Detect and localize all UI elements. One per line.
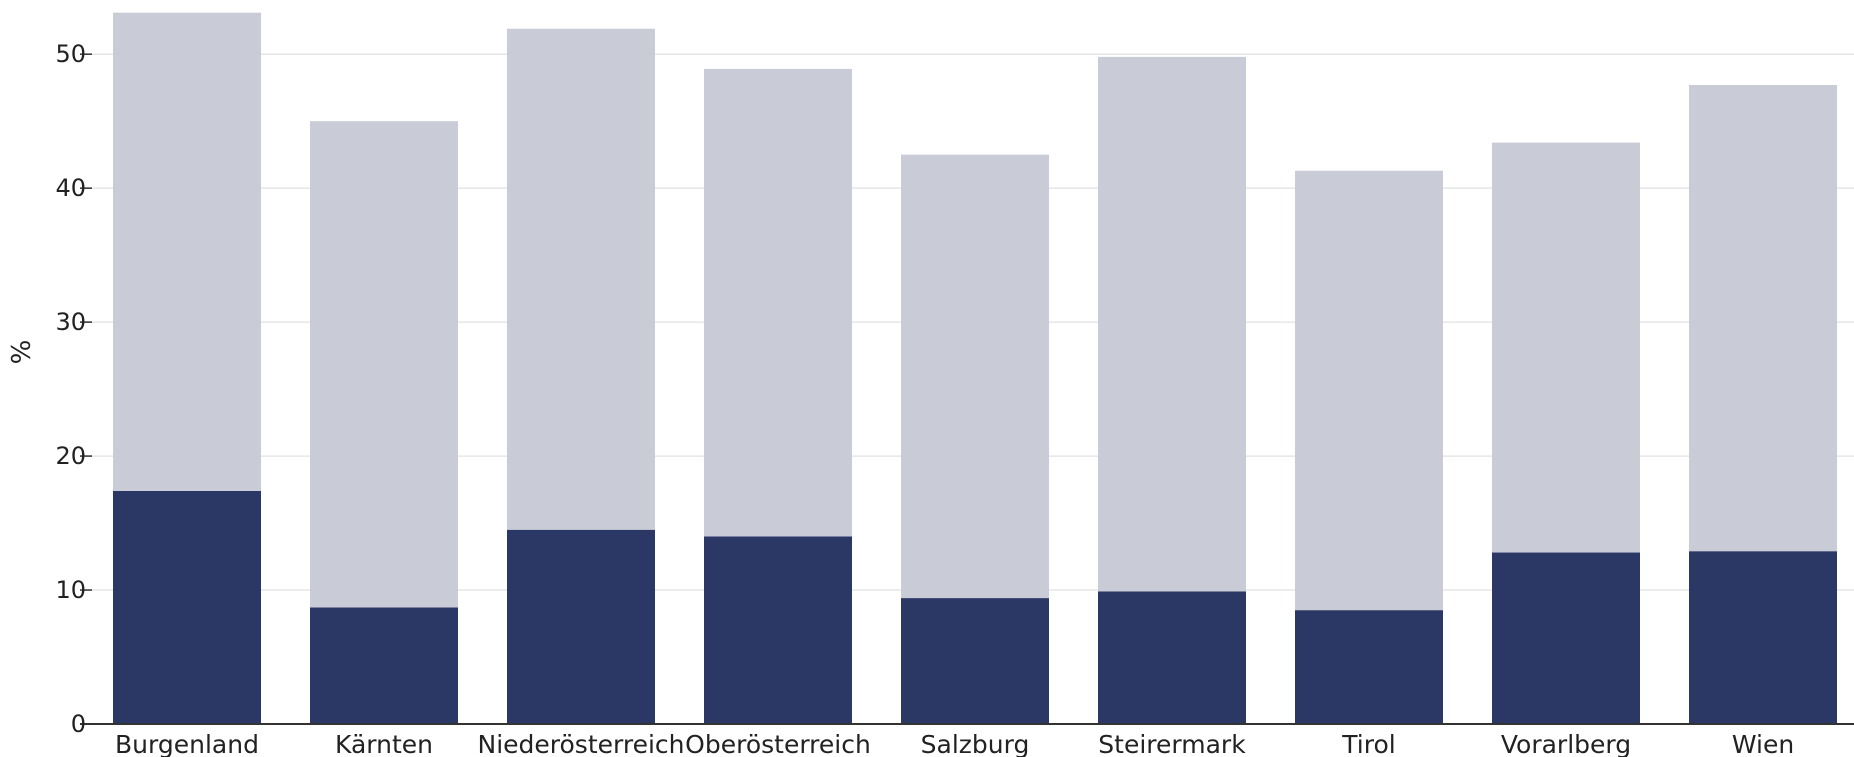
bar-oberösterreich-segment-2 bbox=[704, 68, 852, 537]
bar-salzburg-segment-2 bbox=[901, 154, 1049, 599]
x-category-label: Salzburg bbox=[921, 730, 1030, 757]
bar-tirol-segment-2 bbox=[1295, 170, 1443, 611]
bar-kärnten-segment-2 bbox=[310, 121, 458, 608]
bars bbox=[113, 12, 1837, 724]
x-category-label: Burgenland bbox=[115, 730, 259, 757]
y-tick-label: 10 bbox=[55, 576, 86, 604]
bar-salzburg-segment-1 bbox=[901, 598, 1049, 724]
y-tick-label: 20 bbox=[55, 442, 86, 470]
y-tick-labels: 0 10 20 30 40 50 bbox=[55, 40, 92, 738]
bar-burgenland-segment-2 bbox=[113, 12, 261, 491]
bar-wien-segment-1 bbox=[1689, 551, 1837, 724]
x-category-label: Wien bbox=[1732, 730, 1794, 757]
y-tick-label: 40 bbox=[55, 174, 86, 202]
x-category-label: Tirol bbox=[1341, 730, 1395, 757]
bar-steirermark-segment-1 bbox=[1098, 591, 1246, 724]
bar-burgenland-segment-1 bbox=[113, 490, 261, 724]
bar-niederösterreich-segment-2 bbox=[507, 28, 655, 530]
bar-kärnten-segment-1 bbox=[310, 607, 458, 724]
x-category-label: Kärnten bbox=[335, 730, 433, 757]
y-axis-title: % bbox=[7, 340, 37, 365]
x-category-labels: Burgenland Kärnten Niederösterreich Oberöst… bbox=[115, 730, 1794, 757]
y-tick-label: 0 bbox=[71, 710, 86, 738]
bar-oberösterreich-segment-1 bbox=[704, 536, 852, 724]
bar-wien-segment-2 bbox=[1689, 85, 1837, 552]
x-category-label: Niederösterreich bbox=[478, 730, 685, 757]
y-tick-label: 30 bbox=[55, 308, 86, 336]
bar-tirol-segment-1 bbox=[1295, 610, 1443, 724]
y-tick-label: 50 bbox=[55, 40, 86, 68]
bar-vorarlberg-segment-2 bbox=[1492, 142, 1640, 553]
bar-steirermark-segment-2 bbox=[1098, 56, 1246, 592]
bar-niederösterreich-segment-1 bbox=[507, 529, 655, 724]
x-category-label: Steirermark bbox=[1098, 730, 1246, 757]
bar-vorarlberg-segment-1 bbox=[1492, 552, 1640, 724]
x-category-label: Oberösterreich bbox=[685, 730, 871, 757]
x-category-label: Vorarlberg bbox=[1501, 730, 1631, 757]
